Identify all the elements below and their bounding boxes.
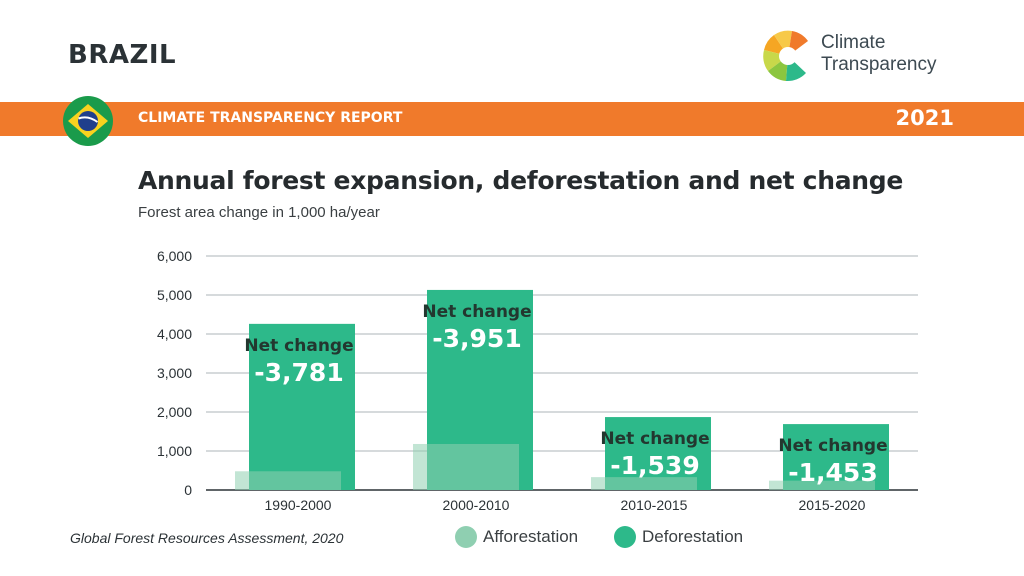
source-note: Global Forest Resources Assessment, 2020 [70, 530, 344, 546]
x-tick-label: 2010-2015 [621, 497, 688, 513]
legend-swatch-afforestation [455, 526, 477, 548]
logo-icon [763, 30, 808, 82]
y-tick-label: 5,000 [157, 287, 192, 303]
logo-text-line2: Transparency [821, 54, 937, 75]
x-tick-label: 2015-2020 [799, 497, 866, 513]
x-tick-label: 2000-2010 [443, 497, 510, 513]
net-change-label: Net change [778, 436, 887, 456]
net-change-value: -3,951 [432, 324, 521, 353]
y-tick-label: 6,000 [157, 248, 192, 264]
y-tick-label: 4,000 [157, 326, 192, 342]
logo-text-line1: Climate [821, 32, 886, 53]
legend-swatch-deforestation [614, 526, 636, 548]
brazil-flag-icon [63, 96, 113, 146]
net-change-label: Net change [422, 302, 531, 322]
net-change-value: -3,781 [254, 358, 343, 387]
net-change-value: -1,453 [788, 458, 877, 487]
afforestation-bar [769, 480, 875, 490]
afforestation-bar [235, 471, 341, 490]
legend-label-afforestation: Afforestation [483, 527, 579, 546]
chart-subtitle: Forest area change in 1,000 ha/year [138, 204, 380, 221]
y-tick-label: 2,000 [157, 404, 192, 420]
net-change-value: -1,539 [610, 451, 699, 480]
net-change-label: Net change [600, 429, 709, 449]
report-band [0, 102, 1024, 136]
net-change-label: Net change [244, 336, 353, 356]
deforestation-bar [783, 424, 889, 490]
legend-item-afforestation: Afforestation [455, 526, 578, 548]
afforestation-bar [591, 477, 697, 490]
report-title: CLIMATE TRANSPARENCY REPORT [138, 110, 403, 126]
afforestation-bar [413, 443, 519, 490]
x-tick-label: 1990-2000 [265, 497, 332, 513]
y-tick-label: 0 [184, 482, 192, 498]
chart-title: Annual forest expansion, deforestation a… [138, 166, 904, 195]
country-title: BRAZIL [68, 40, 177, 70]
legend-item-deforestation: Deforestation [614, 526, 743, 548]
y-tick-label: 3,000 [157, 365, 192, 381]
climate-transparency-logo: Climate Transparency [760, 26, 970, 86]
y-tick-label: 1,000 [157, 443, 192, 459]
deforestation-bar [249, 323, 355, 490]
report-year: 2021 [895, 106, 954, 130]
legend-label-deforestation: Deforestation [642, 527, 744, 546]
